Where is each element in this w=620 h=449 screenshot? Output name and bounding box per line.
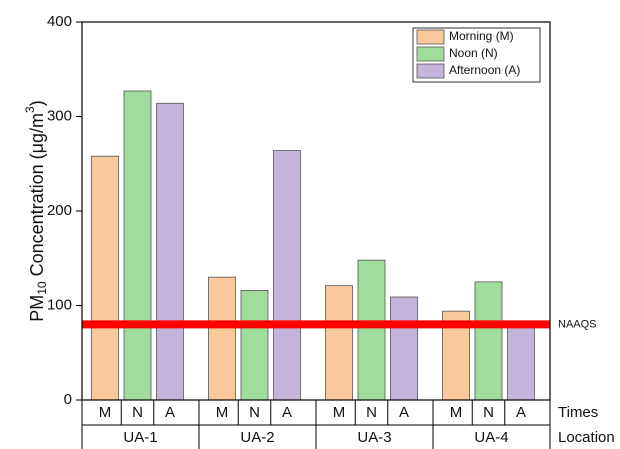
x-tick-label: M	[99, 404, 112, 421]
y-label-part: Concentration (μg/m	[27, 113, 47, 281]
x-group-label: UA-3	[357, 429, 391, 446]
x-tick-label: A	[165, 404, 175, 421]
x-tick-label: N	[366, 404, 377, 421]
x-tick-label: M	[216, 404, 229, 421]
x-group-label: UA-1	[123, 429, 157, 446]
bar	[390, 296, 418, 401]
bar	[156, 102, 184, 401]
bar	[357, 259, 386, 401]
y-label-part: PM	[27, 295, 47, 322]
bar	[507, 325, 535, 401]
y-label-part: 3	[23, 106, 37, 113]
x-tick-label: N	[483, 404, 494, 421]
reference-label: NAAQS	[558, 318, 597, 330]
legend-swatch	[416, 63, 445, 79]
bar	[240, 289, 269, 401]
x-tick-label: A	[399, 404, 409, 421]
bar	[91, 155, 119, 401]
bar	[474, 281, 503, 401]
legend-label: Morning (M)	[449, 29, 514, 43]
legend-label: Afternoon (A)	[449, 63, 520, 77]
legend-swatch	[416, 46, 445, 62]
y-label-part: 10	[35, 281, 49, 295]
x-tick-label: M	[450, 404, 463, 421]
x-tick-label: N	[249, 404, 260, 421]
bar	[273, 150, 301, 401]
x-tick-label: N	[132, 404, 143, 421]
legend-label: Noon (N)	[449, 46, 498, 60]
legend-swatch	[416, 29, 445, 45]
y-tick-label: 0	[64, 391, 72, 408]
y-tick-label: 100	[47, 296, 72, 313]
row-label: Times	[558, 404, 598, 421]
x-tick-label: A	[516, 404, 526, 421]
y-tick-label: 300	[47, 107, 72, 124]
x-group-label: UA-4	[474, 429, 508, 446]
bar	[123, 90, 152, 401]
bar	[325, 285, 353, 401]
bar	[208, 276, 236, 401]
y-tick-label: 400	[47, 13, 72, 30]
y-label-part: )	[27, 100, 47, 106]
x-tick-label: A	[282, 404, 292, 421]
x-tick-label: M	[333, 404, 346, 421]
row-label: Location	[558, 429, 615, 446]
y-tick-label: 200	[47, 202, 72, 219]
y-axis-label: PM10 Concentration (μg/m3)	[23, 100, 49, 322]
x-group-label: UA-2	[240, 429, 274, 446]
